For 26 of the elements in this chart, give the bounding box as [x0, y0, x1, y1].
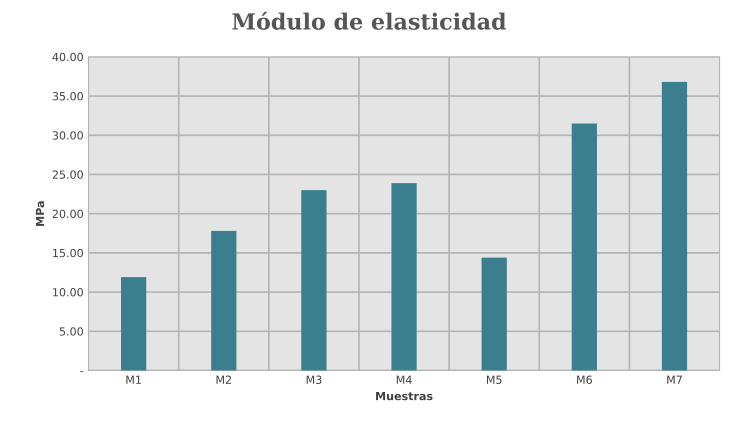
x-tick-label: M3	[306, 376, 322, 384]
x-tick-label: M1	[126, 376, 141, 384]
bar	[301, 190, 327, 370]
y-tick-label: -	[80, 371, 84, 372]
y-tick-label: 5.00	[60, 327, 83, 336]
y-tick-label: 10.00	[53, 288, 83, 296]
bar	[391, 183, 417, 370]
y-tick-label: 25.00	[52, 170, 83, 179]
y-tick-label: 20.00	[52, 210, 83, 218]
bar	[121, 277, 146, 370]
y-tick-label: 35.00	[52, 92, 83, 100]
x-tick-label: M7	[667, 376, 682, 384]
x-tick-label: M2	[216, 376, 231, 384]
bar	[572, 123, 597, 370]
x-axis-title: Muestras	[376, 392, 433, 400]
y-tick-label: 30.00	[52, 131, 83, 140]
y-tick-label: 40.00	[52, 52, 83, 62]
bar	[662, 82, 688, 370]
chart-title: Módulo de elasticidad	[232, 12, 506, 30]
bar	[211, 230, 236, 370]
x-tick-label: M5	[486, 376, 502, 384]
y-tick-label: 15.00	[53, 248, 83, 258]
y-axis-title: MPa	[36, 201, 44, 226]
x-tick-label: M6	[577, 376, 592, 384]
bar	[482, 258, 507, 370]
x-tick-label: M4	[396, 376, 412, 384]
